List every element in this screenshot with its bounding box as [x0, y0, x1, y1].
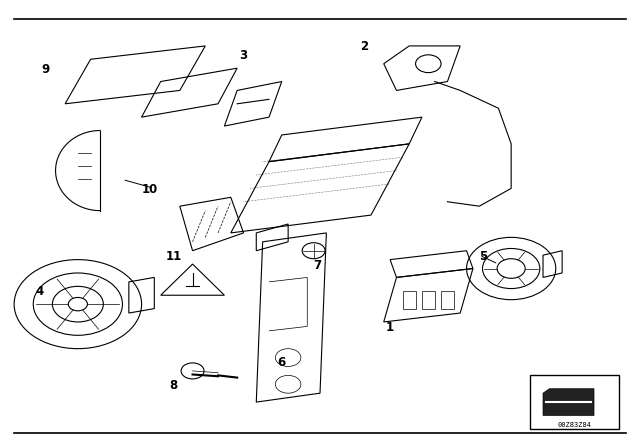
Text: 2: 2	[360, 40, 369, 53]
Text: 8: 8	[170, 379, 177, 392]
Polygon shape	[543, 389, 594, 415]
Text: 11: 11	[165, 250, 182, 263]
Text: 9: 9	[42, 63, 50, 76]
Bar	[403, 291, 415, 309]
Bar	[441, 291, 454, 309]
Text: 3: 3	[239, 49, 248, 62]
Text: 00Z83Z84: 00Z83Z84	[558, 422, 592, 427]
Bar	[422, 291, 435, 309]
Text: 10: 10	[141, 183, 158, 196]
Text: 7: 7	[314, 258, 322, 271]
Bar	[531, 375, 620, 429]
Text: 6: 6	[278, 357, 286, 370]
Text: 4: 4	[35, 285, 44, 298]
Text: 5: 5	[479, 250, 488, 263]
Text: 1: 1	[386, 321, 394, 334]
